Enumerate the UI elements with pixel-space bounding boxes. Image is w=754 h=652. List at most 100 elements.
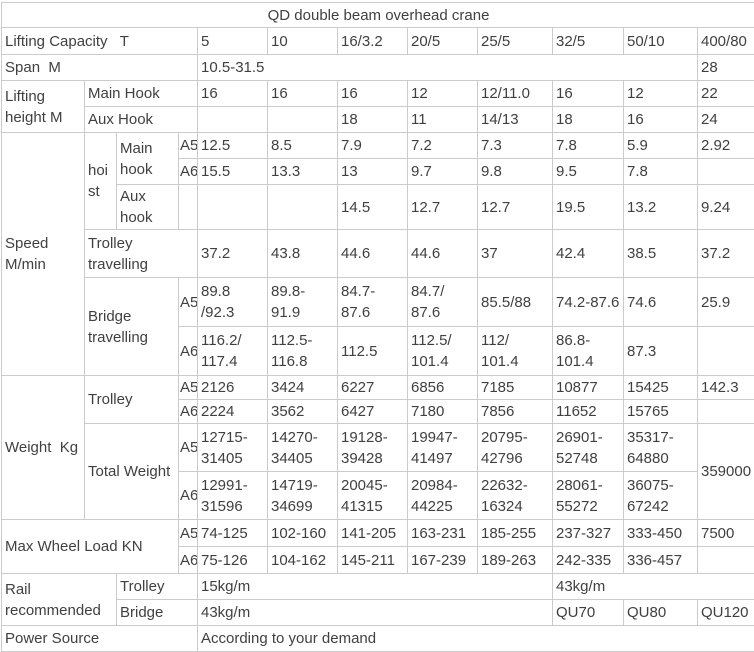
spec-cell: 2224	[197, 399, 268, 424]
row-label-hoist-main-hook: Main hook	[116, 132, 179, 185]
duty-class-a5: A5	[178, 423, 198, 472]
spec-cell: 7.8	[623, 158, 698, 185]
table-row: Lifting Capacity T 5 10 16/3.2 20/5 25/5 32/5 5…	[1, 27, 754, 55]
spec-cell: 74.2-87.6	[552, 277, 624, 327]
spec-cell: 24	[696, 106, 754, 133]
spec-cell: 7856	[477, 399, 553, 424]
spec-cell: 7185	[477, 375, 553, 400]
spec-cell: 14/13	[477, 106, 553, 133]
row-label-total-weight: Total Weight	[84, 423, 179, 520]
row-label-max-wheel-load: Max Wheel Load KN	[1, 519, 179, 574]
span-value: 10.5-31.5	[197, 54, 698, 81]
table-row: A6 12991- 31596 14719- 34699 20045- 41315 20…	[2, 471, 754, 520]
empty-cell	[696, 546, 754, 574]
rail-trolley-value: 15kg/m	[197, 573, 553, 600]
spec-cell: 16	[267, 80, 338, 107]
spec-cell: 185-255	[477, 519, 553, 547]
table-row: A6 75-126 104-162 145-211 167-239 189-263 242-…	[2, 546, 754, 574]
duty-class-a5: A5	[178, 277, 198, 327]
row-label-lifting-height: Lifting height M	[1, 80, 85, 133]
spec-cell: 84.7-87.6	[337, 277, 408, 327]
spec-cell: 112.5- 116.8	[267, 326, 338, 376]
spec-cell: 16	[552, 80, 624, 107]
spec-cell: 11652	[552, 399, 624, 424]
spec-cell: 20984- 44225	[407, 471, 478, 520]
empty-cell	[696, 399, 754, 424]
spec-cell: 12715- 31405	[197, 423, 268, 472]
spec-cell: 237-327	[552, 519, 624, 547]
power-source-value: According to your demand	[196, 625, 754, 652]
table-title: QD double beam overhead crane	[0, 2, 754, 28]
spec-cell: 12991- 31596	[197, 471, 268, 520]
spec-cell: 42.4	[552, 229, 624, 278]
spec-cell: 18	[337, 106, 408, 133]
table-row: Bridge 43kg/m QU70 QU80 QU120	[2, 599, 754, 626]
spec-cell: 102-160	[267, 519, 338, 547]
rail-bridge-value: QU80	[623, 599, 698, 626]
spec-cell: 18	[552, 106, 624, 133]
spec-cell: 16	[337, 80, 408, 107]
spec-cell: 22	[696, 80, 754, 107]
spec-cell: 145-211	[337, 546, 408, 574]
spec-cell: 19.5	[552, 184, 624, 230]
spec-cell: 8.5	[267, 132, 338, 159]
spec-cell: 84.7/ 87.6	[407, 277, 478, 327]
spec-cell: 12.5	[197, 132, 268, 159]
spec-cell: 19128- 39428	[337, 423, 408, 472]
spec-cell: 15765	[623, 399, 698, 424]
spec-cell: 86.8- 101.4	[552, 326, 624, 376]
empty-cell	[696, 326, 754, 376]
spec-cell: 15.5	[197, 158, 268, 185]
spec-cell: 7.2	[407, 132, 478, 159]
spec-cell: 35317- 64880	[623, 423, 698, 472]
spec-cell: 38.5	[623, 229, 698, 278]
spec-cell: 89.8-91.9	[267, 277, 338, 327]
rail-bridge-value: QU70	[552, 599, 624, 626]
capacity-value: 25/5	[477, 27, 553, 55]
table-row: Lifting height M Main Hook 16 16 16 12 12/11.0…	[1, 80, 754, 133]
empty-cell	[197, 184, 268, 230]
spec-cell: 359000	[696, 423, 754, 520]
capacity-value: 20/5	[407, 27, 478, 55]
rail-bridge-value: 43kg/m	[197, 599, 553, 626]
spec-cell: 6856	[407, 375, 478, 400]
table-row: Total Weight A5 12715- 31405 14270- 34405 19…	[2, 423, 754, 520]
spec-cell: 28061- 55272	[552, 471, 624, 520]
duty-class-a6: A6	[178, 546, 198, 574]
spec-cell: 14.5	[337, 184, 408, 230]
spec-cell: 37.2	[696, 229, 754, 278]
capacity-value: 400/80	[696, 27, 754, 55]
spec-cell: 12	[407, 80, 478, 107]
spec-cell: 11	[407, 106, 478, 133]
table-row: Power Source According to your demand	[1, 625, 754, 652]
spec-cell: 74-125	[197, 519, 268, 547]
spec-cell: 6427	[337, 399, 408, 424]
spec-cell: 44.6	[337, 229, 408, 278]
spec-cell: 89.8 /92.3	[197, 277, 268, 327]
empty-cell	[178, 184, 198, 230]
spec-cell: 7.3	[477, 132, 553, 159]
duty-class-a6: A6	[178, 471, 198, 520]
spec-cell: 13	[337, 158, 408, 185]
row-label-trolley-travelling: Trolley travelling	[84, 229, 198, 278]
spec-cell: 16	[197, 80, 268, 107]
spec-cell: 75-126	[197, 546, 268, 574]
table-row: Span M 10.5-31.5 28	[1, 54, 754, 81]
spec-cell: 15425	[623, 375, 698, 400]
duty-class-a6: A6	[178, 158, 198, 185]
spec-cell: 14719- 34699	[267, 471, 338, 520]
spec-cell: 104-162	[267, 546, 338, 574]
capacity-value: 16/3.2	[337, 27, 408, 55]
empty-cell	[267, 184, 338, 230]
spec-cell: 9.5	[552, 158, 624, 185]
spec-cell: 167-239	[407, 546, 478, 574]
row-label-hoist: hoist	[84, 132, 117, 230]
spec-cell: 87.3	[623, 326, 698, 376]
table-row: Bridge travelling A5 89.8 /92.3 89.8-91.9 84…	[2, 277, 754, 376]
spec-cell: 7.9	[337, 132, 408, 159]
row-label-span: Span M	[1, 54, 198, 81]
spec-cell: 6227	[337, 375, 408, 400]
row-label-main-hook: Main Hook	[84, 80, 198, 107]
